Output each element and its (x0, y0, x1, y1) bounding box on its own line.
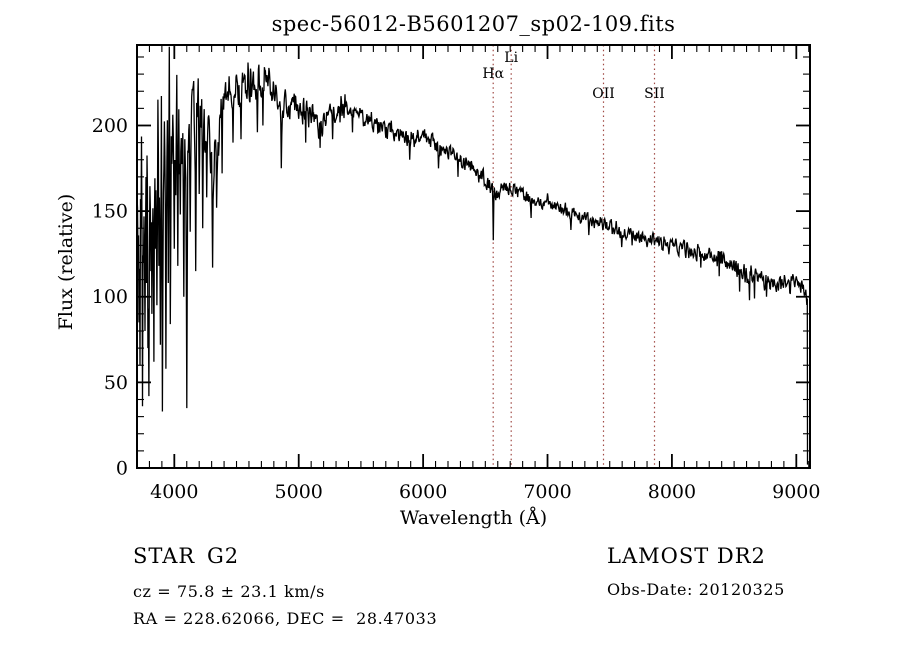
y-axis-title: Flux (relative) (55, 193, 77, 331)
x-tick-label: 7000 (523, 481, 571, 503)
x-tick-label: 6000 (399, 481, 447, 503)
x-tick-label: 9000 (772, 481, 820, 503)
x-tick-label: 4000 (150, 481, 198, 503)
y-tick-label: 50 (104, 372, 128, 394)
spectral-line-label: OII (592, 86, 615, 102)
plot-frame (136, 44, 811, 469)
spectral-line-label: Hα (482, 66, 504, 82)
x-axis-title: Wavelength (Å) (399, 507, 548, 529)
y-tick-label: 150 (92, 201, 128, 223)
y-tick-label: 200 (92, 115, 128, 137)
y-tick-label: 100 (92, 286, 128, 308)
cz-velocity-text: cz = 75.8 ± 23.1 km/s (133, 582, 325, 601)
plot-title: spec-56012-B5601207_sp02-109.fits (271, 12, 676, 36)
obs-date-text: Obs-Date: 20120325 (607, 580, 785, 599)
object-class-label: STAR (133, 544, 196, 568)
spectral-line-label: SII (644, 86, 665, 102)
y-tick-label: 0 (116, 458, 128, 480)
survey-release-label: LAMOST DR2 (607, 544, 766, 568)
ra-dec-text: RA = 228.62066, DEC = 28.47033 (133, 609, 438, 628)
object-subclass-label: G2 (207, 544, 240, 568)
x-tick-label: 5000 (275, 481, 323, 503)
spectrum-trace (136, 46, 809, 465)
x-tick-label: 8000 (648, 481, 696, 503)
spectral-line-label: Li (504, 50, 518, 66)
